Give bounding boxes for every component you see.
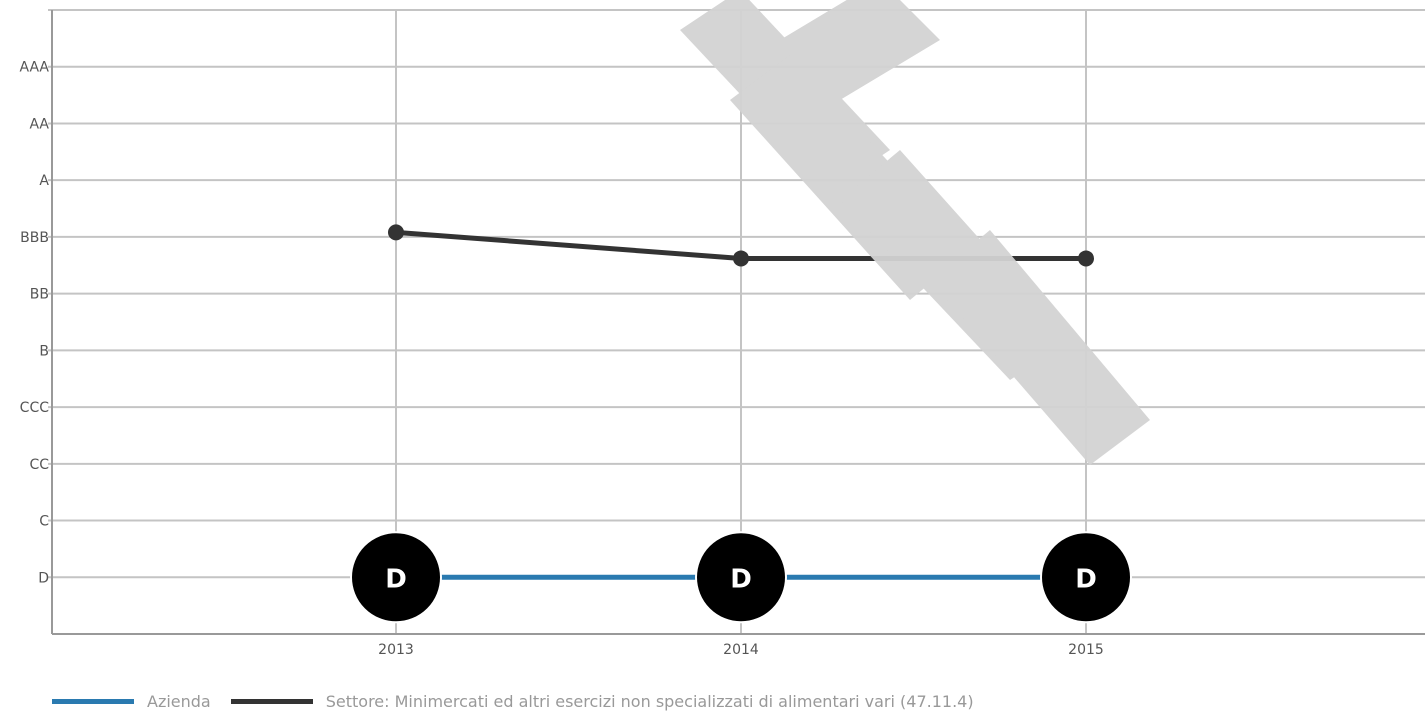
point-label-azienda-2015: D <box>1075 564 1097 594</box>
point-settore-2015[interactable] <box>1078 250 1094 267</box>
y-tick-label-cc: CC <box>29 457 49 473</box>
y-tick-label-bbb: BBB <box>20 230 49 246</box>
point-settore-2013[interactable] <box>388 224 404 241</box>
y-tick-label-bb: BB <box>30 287 49 303</box>
legend-swatch-azienda <box>52 699 134 704</box>
y-tick-label-d: D <box>38 570 49 586</box>
y-tick-label-b: B <box>39 343 49 359</box>
point-label-azienda-2014: D <box>730 564 752 594</box>
axes <box>51 10 1425 635</box>
y-tick-label-aa: AA <box>29 116 49 132</box>
x-tick-label-2014: 2014 <box>723 642 759 658</box>
legend-item-settore[interactable]: Settore: Minimercati ed altri esercizi n… <box>230 692 974 711</box>
x-tick-label-2015: 2015 <box>1068 642 1104 658</box>
legend-label-azienda: Azienda <box>147 692 211 711</box>
y-tick-label-c: C <box>39 514 49 530</box>
point-settore-2014[interactable] <box>733 250 749 267</box>
legend-label-settore: Settore: Minimercati ed altri esercizi n… <box>325 692 974 711</box>
legend-item-azienda[interactable]: Azienda <box>52 692 211 711</box>
point-label-azienda-2013: D <box>385 564 407 594</box>
x-tick-label-2013: 2013 <box>378 642 414 658</box>
legend: Azienda Settore: Minimercati ed altri es… <box>52 692 994 711</box>
point-azienda-2014[interactable] <box>695 531 787 624</box>
y-tick-label-a: A <box>39 173 49 189</box>
point-azienda-2013[interactable] <box>350 531 442 624</box>
x-tick-labels: 2013 2014 2015 <box>378 642 1104 658</box>
legend-swatch-settore <box>230 699 313 704</box>
y-tick-label-aaa: AAA <box>19 60 49 76</box>
y-tick-label-ccc: CCC <box>20 400 50 416</box>
point-azienda-2015[interactable] <box>1040 531 1132 624</box>
